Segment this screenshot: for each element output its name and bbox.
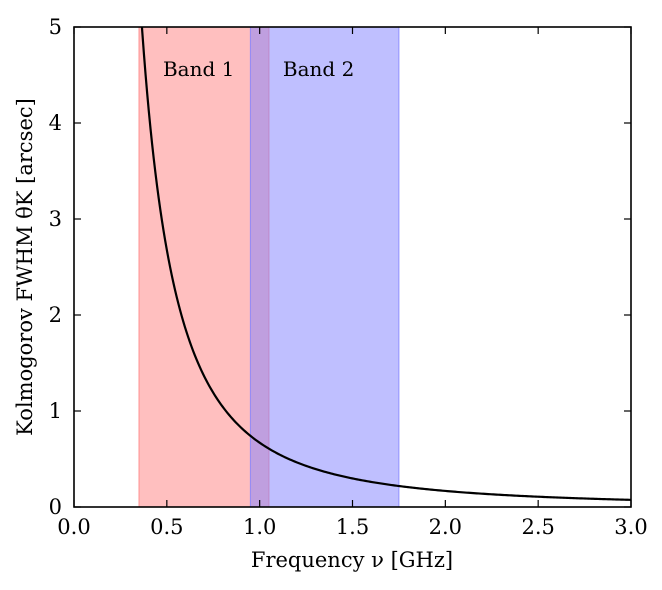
y-tick-label: 3 [49, 207, 62, 231]
y-axis-label: Kolmogorov FWHM θK [arcsec] [13, 98, 37, 436]
x-tick-label: 0.0 [57, 515, 90, 539]
y-tick-label: 4 [49, 111, 62, 135]
y-tick-label: 5 [49, 15, 62, 39]
y-tick-label: 1 [49, 399, 62, 423]
band-1-region [138, 27, 270, 507]
y-tick-label: 2 [49, 303, 62, 327]
x-tick-label: 2.5 [521, 515, 554, 539]
band-labels-layer: Band 1 Band 2 [163, 57, 354, 81]
x-axis-label: Frequency ν [GHz] [251, 548, 453, 572]
band-1-label: Band 1 [163, 57, 234, 81]
ticks-layer [73, 26, 632, 508]
x-tick-label: 1.5 [336, 515, 369, 539]
x-tick-label: 1.0 [243, 515, 276, 539]
y-tick-label: 0 [49, 495, 62, 519]
x-tick-label: 2.0 [429, 515, 462, 539]
bands-layer [138, 27, 400, 507]
x-tick-label: 3.0 [614, 515, 647, 539]
band-2-label: Band 2 [283, 57, 354, 81]
band-2-region [249, 27, 400, 507]
tick-labels-layer: 0.0 0.5 1.0 1.5 2.0 2.5 3.0 0 1 2 3 4 5 [49, 15, 648, 539]
series-line-1 [140, 27, 631, 501]
x-tick-label: 0.5 [150, 515, 183, 539]
line-layer [140, 27, 631, 501]
